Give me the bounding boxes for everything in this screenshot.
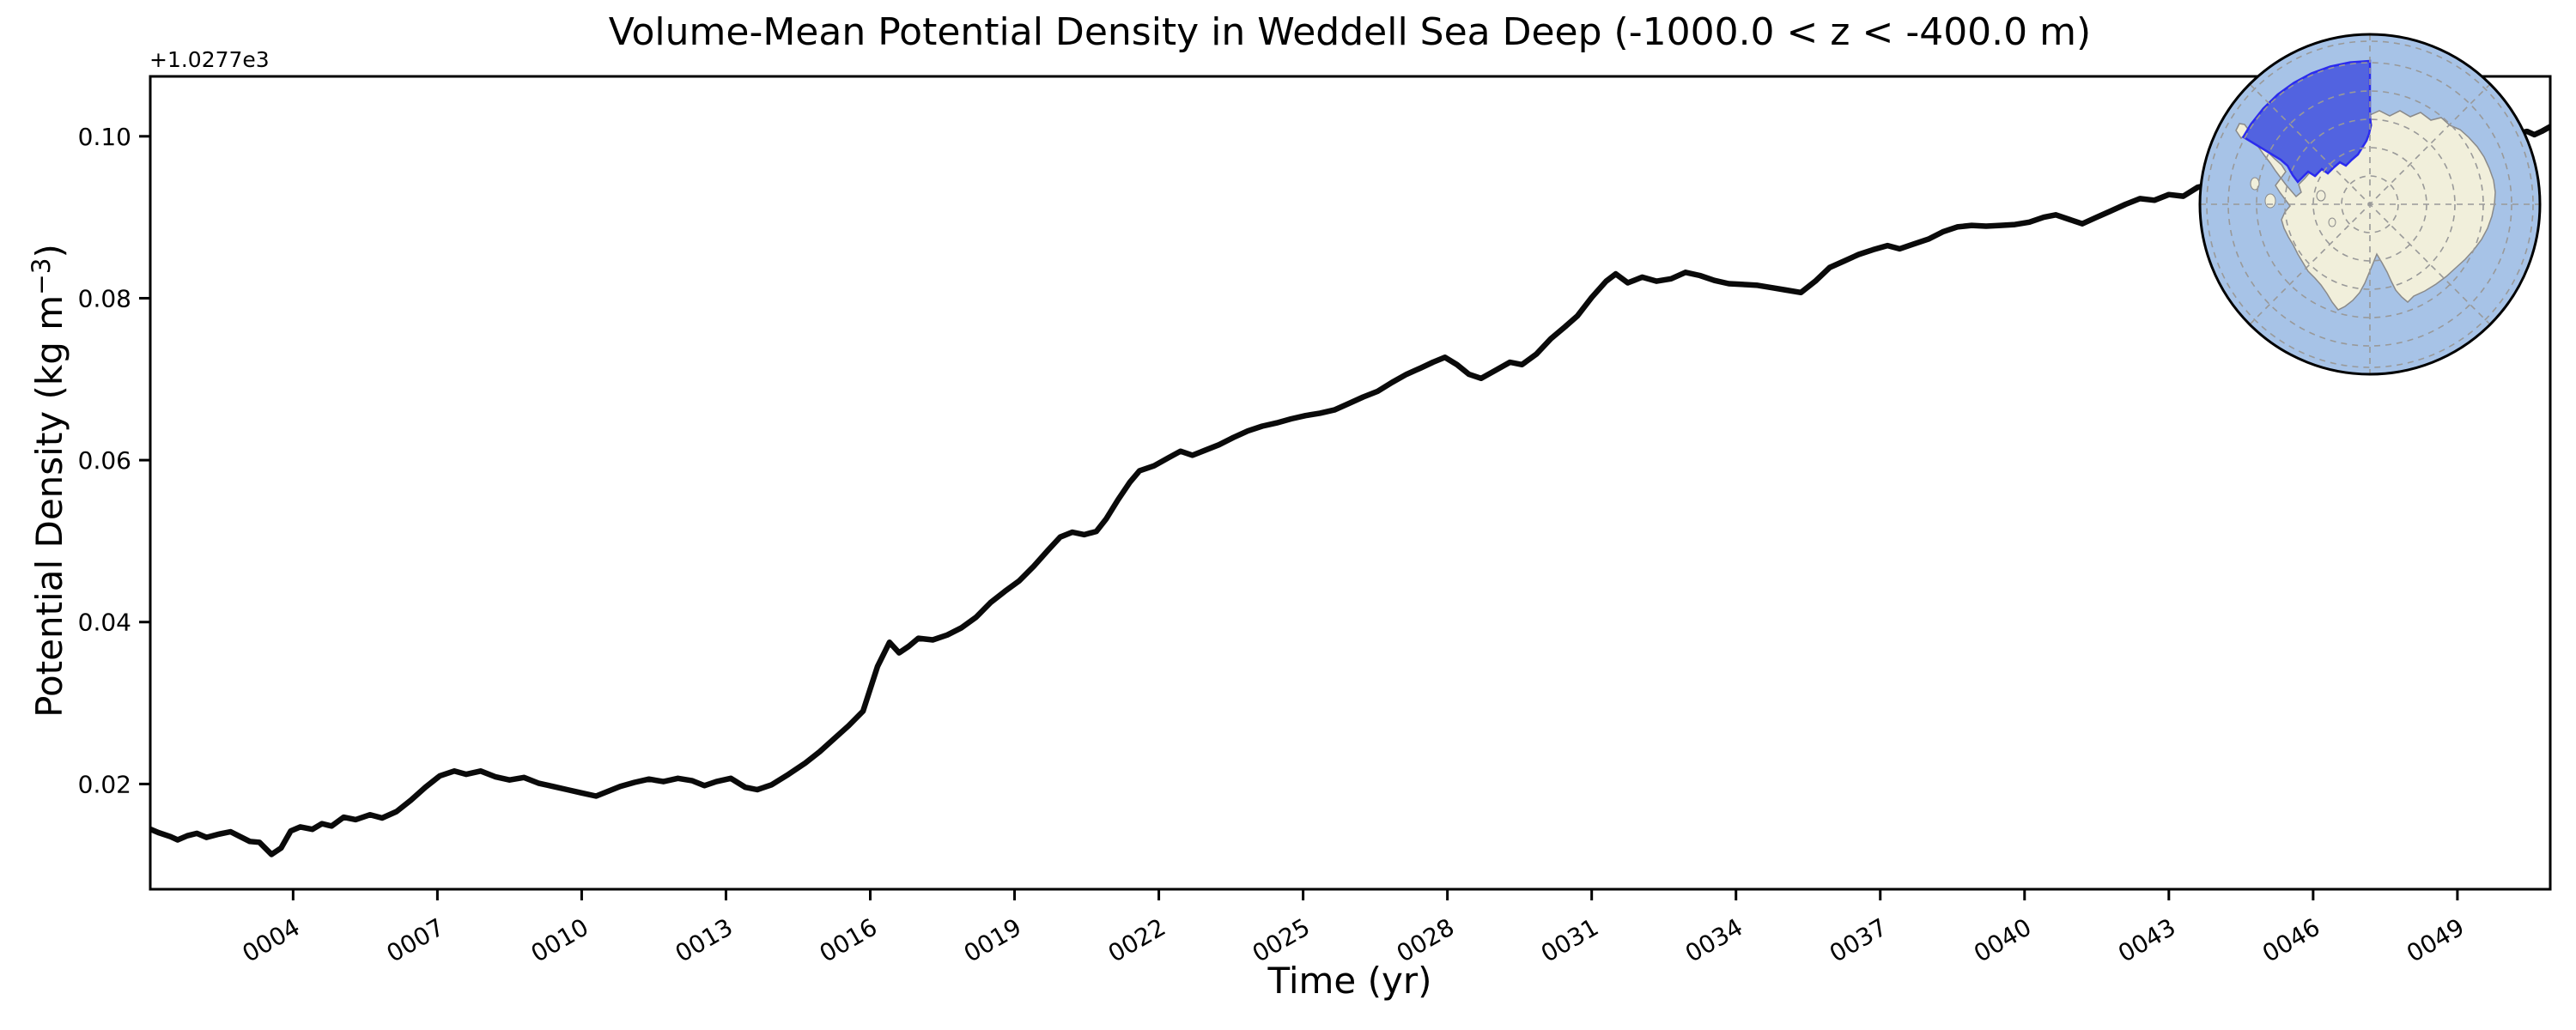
map-graticule <box>2200 34 2540 374</box>
map-meridian-line <box>2249 83 2491 325</box>
plot-title: Volume-Mean Potential Density in Weddell… <box>609 10 2091 54</box>
y-tick-label: 0.04 <box>78 609 131 637</box>
y-tick-label: 0.08 <box>78 284 131 312</box>
map-weddell-region-highlight <box>2241 59 2372 184</box>
map-island <box>2264 193 2276 209</box>
map-latitude-circle <box>2341 175 2399 233</box>
y-axis-offset-text: +1.0277e3 <box>149 47 270 72</box>
antarctica-inset-map <box>2198 33 2542 376</box>
x-axis-label: Time (yr) <box>1267 960 1431 1002</box>
axes-spines <box>149 75 2552 891</box>
map-island <box>2250 177 2260 191</box>
map-latitude-circle <box>2206 40 2534 368</box>
map-latitude-circle <box>2284 118 2456 290</box>
map-contents <box>2200 34 2540 374</box>
y-axis-label: Potential Density (kg m−3) <box>27 244 70 718</box>
y-tick-label: 0.10 <box>78 123 131 151</box>
map-island <box>2316 190 2326 202</box>
y-axis-ticks: 0.02 0.04 0.06 0.08 0.10 <box>78 123 150 798</box>
y-tick-label: 0.02 <box>78 770 131 798</box>
map-latitude-circle <box>2227 62 2512 347</box>
map-antarctica-land <box>2235 110 2496 311</box>
data-line <box>150 124 2550 857</box>
y-tick-label: 0.06 <box>78 446 131 475</box>
map-island <box>2328 217 2336 227</box>
map-border <box>2198 33 2542 376</box>
